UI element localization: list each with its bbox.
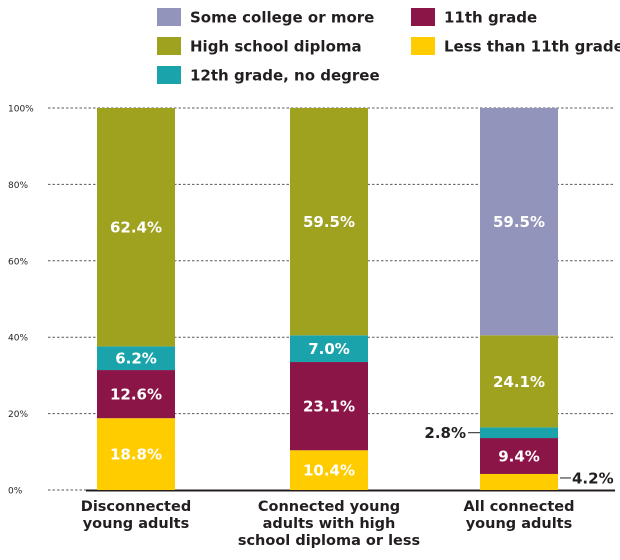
- y-tick-label: 20%: [8, 410, 28, 420]
- data-label: 7.0%: [308, 340, 350, 358]
- bar-segment-high-school-diploma: [97, 108, 175, 347]
- bar-segment-11th-grade: [480, 438, 558, 474]
- bar-segment-12th-grade-no-degree: [480, 427, 558, 439]
- legend-label: 12th grade, no degree: [190, 67, 380, 85]
- legend-swatch: [157, 66, 181, 84]
- legend-swatch: [411, 8, 435, 26]
- bar-all-connected-young-adults: 9.4% 24.1% 59.5%: [480, 108, 558, 490]
- legend-item-high-school-diploma: High school diploma: [157, 37, 362, 56]
- bar-segment-high-school-diploma: [480, 335, 558, 428]
- y-tick-label: 60%: [8, 257, 28, 267]
- legend-label: Less than 11th grade: [444, 38, 620, 56]
- data-label: 59.5%: [303, 213, 355, 231]
- bar-segment-less-than-11th-grade: [290, 450, 368, 490]
- legend-swatch: [157, 8, 181, 26]
- category-label: Connected young adults with high school di…: [238, 499, 420, 549]
- bar-disconnected-young-adults: 18.8% 12.6% 6.2% 62.4%: [97, 108, 175, 490]
- data-label: 23.1%: [303, 398, 355, 416]
- legend-item-11th-grade: 11th grade: [411, 8, 537, 27]
- data-label: 9.4%: [498, 448, 540, 466]
- data-label: 10.4%: [303, 462, 355, 480]
- bars: 18.8%12.6%6.2%62.4%10.4%23.1%7.0%59.5%9.…: [97, 108, 558, 490]
- data-label: 18.8%: [110, 446, 162, 464]
- legend-item-12th-grade-no-degree: 12th grade, no degree: [157, 66, 380, 85]
- bar-segment-11th-grade: [290, 362, 368, 451]
- category-labels: Disconnected young adults Connected young a…: [81, 499, 575, 549]
- data-label: 6.2%: [115, 350, 157, 368]
- category-label: Disconnected young adults: [81, 499, 191, 532]
- bar-connected-young-adults-with-high-school-diploma-or-less: 10.4% 23.1% 7.0% 59.5%: [290, 108, 368, 490]
- annotations: 2.8% 4.2%: [424, 424, 613, 487]
- data-label: 59.5%: [493, 213, 545, 231]
- annotation-label: 4.2%: [572, 469, 614, 487]
- bar-segment-high-school-diploma: [290, 108, 368, 336]
- bar-segment-11th-grade: [97, 370, 175, 419]
- bar-segment-less-than-11th-grade: [97, 418, 175, 490]
- annotation-label: 2.8%: [424, 424, 466, 442]
- y-tick-label: 100%: [8, 105, 34, 115]
- legend-item-some-college-or-more: Some college or more: [157, 8, 374, 27]
- legend-swatch: [157, 37, 181, 55]
- legend: Some college or more 11th grade High schoo…: [157, 8, 620, 85]
- legend-label: Some college or more: [190, 9, 374, 27]
- annotation: 2.8%: [424, 424, 480, 442]
- bar-segment-less-than-11th-grade: [480, 473, 558, 490]
- y-tick-label: 80%: [8, 181, 28, 191]
- bar-segment-12th-grade-no-degree: [97, 346, 175, 371]
- legend-label: 11th grade: [444, 9, 537, 27]
- y-tick-label: 40%: [8, 334, 28, 344]
- legend-label: High school diploma: [190, 38, 362, 56]
- y-tick-label: 0%: [8, 487, 23, 497]
- legend-swatch: [411, 37, 435, 55]
- category-label: All connected young adults: [464, 499, 575, 532]
- bar-segment-12th-grade-no-degree: [290, 335, 368, 363]
- annotation: 4.2%: [560, 469, 614, 487]
- bar-segment-some-college-or-more: [480, 108, 558, 336]
- legend-item-less-than-11th-grade: Less than 11th grade: [411, 37, 620, 56]
- data-label: 24.1%: [493, 373, 545, 391]
- data-label: 62.4%: [110, 219, 162, 237]
- data-label: 12.6%: [110, 386, 162, 404]
